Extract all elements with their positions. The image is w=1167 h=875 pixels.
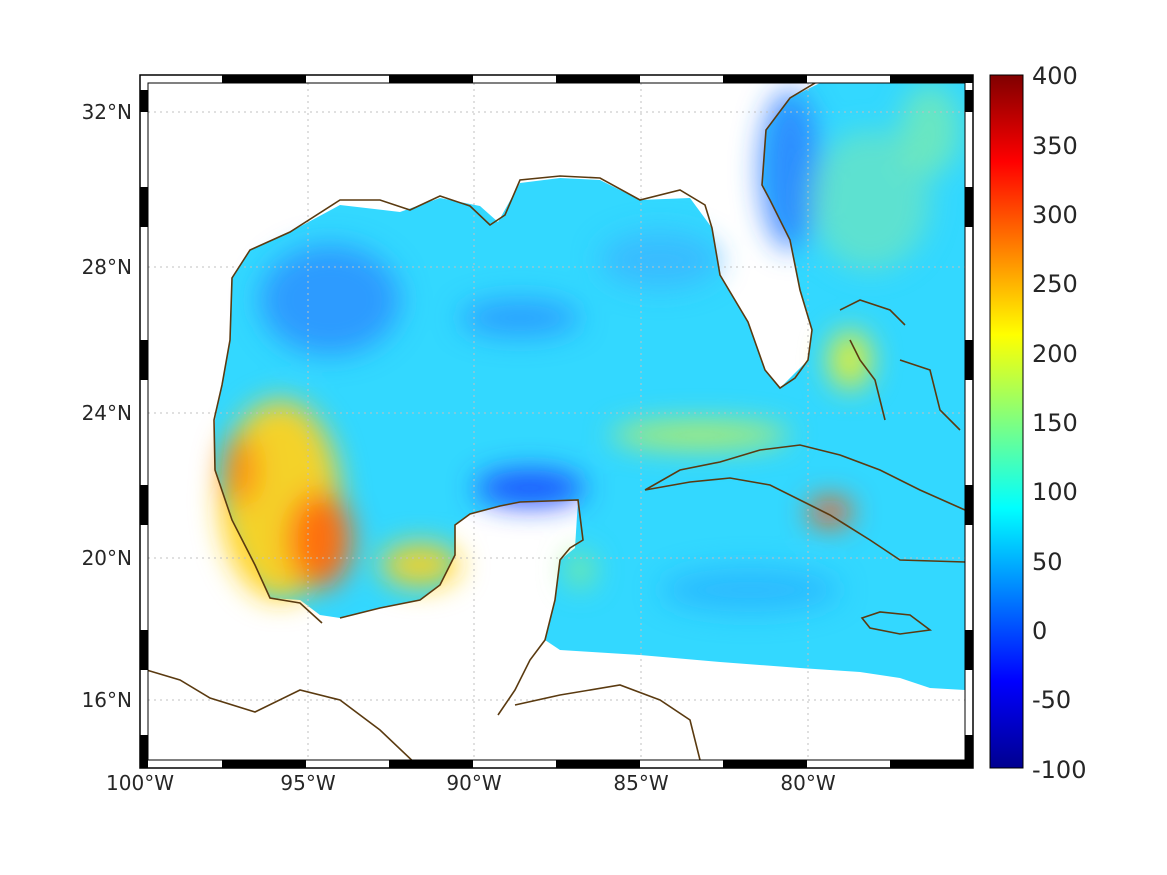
frame-right-segments (965, 90, 973, 760)
cuba-coastline (644, 444, 965, 563)
lon-label-95w: 95°W (280, 771, 335, 795)
field-blob (460, 300, 580, 336)
central-america-coastline (148, 669, 413, 760)
graticule (148, 83, 965, 760)
colorbar-label-100: 100 (1032, 478, 1078, 506)
field-blob (760, 90, 820, 250)
colorbar-label-neg100: -100 (1032, 756, 1086, 784)
colorbar-label-250: 250 (1032, 270, 1078, 298)
lon-label-90w: 90°W (446, 771, 501, 795)
field-blob (222, 435, 258, 505)
lat-label-32n: 32°N (82, 100, 132, 124)
field-blob (808, 498, 852, 526)
field-blob (600, 232, 720, 288)
gulf-coastline (213, 83, 817, 624)
colorbar: 400 350 300 250 200 150 100 50 0 -50 -10… (989, 62, 1086, 784)
lat-label-24n: 24°N (82, 401, 132, 425)
frame-bottom-segments (140, 760, 973, 768)
field-blob (660, 568, 840, 612)
colorbar-label-neg50: -50 (1032, 686, 1071, 714)
hispaniola-jamaica-coastline (860, 611, 933, 635)
field-blob (610, 421, 790, 449)
lat-label-28n: 28°N (82, 255, 132, 279)
colorbar-label-200: 200 (1032, 340, 1078, 368)
field-blob (260, 245, 400, 355)
latitude-labels: 32°N 28°N 24°N 20°N 16°N (82, 100, 132, 712)
frame-left-segments (140, 90, 148, 760)
map-frame (139, 74, 974, 769)
colorbar-label-300: 300 (1032, 201, 1078, 229)
data-field (215, 83, 965, 690)
lon-label-80w: 80°W (780, 771, 835, 795)
field-blob (475, 470, 585, 506)
colorbar-labels: 400 350 300 250 200 150 100 50 0 -50 -10… (1032, 62, 1086, 784)
lat-label-16n: 16°N (82, 688, 132, 712)
lat-label-20n: 20°N (82, 546, 132, 570)
colorbar-label-0: 0 (1032, 617, 1047, 645)
field-blob (380, 543, 460, 587)
colorbar-label-350: 350 (1032, 132, 1078, 160)
honduras-coastline (514, 684, 701, 760)
yucatan-coastline (339, 499, 584, 716)
gulf-field (215, 83, 965, 690)
bahamas-coastline (839, 299, 961, 431)
longitude-labels: 100°W 95°W 90°W 85°W 80°W (106, 771, 836, 795)
lon-label-100w: 100°W (106, 771, 174, 795)
colorbar-label-150: 150 (1032, 409, 1078, 437)
colorbar-label-50: 50 (1032, 548, 1063, 576)
field-anomalies (220, 85, 960, 612)
field-blob (288, 492, 352, 588)
field-blob (566, 552, 594, 588)
coastlines (148, 83, 965, 760)
field-blob (900, 85, 960, 175)
field-blob (828, 330, 872, 390)
lon-label-85w: 85°W (613, 771, 668, 795)
field-blob (810, 130, 930, 270)
frame-top-segments (222, 75, 973, 83)
colorbar-gradient (989, 74, 1024, 769)
colorbar-label-400: 400 (1032, 62, 1078, 90)
